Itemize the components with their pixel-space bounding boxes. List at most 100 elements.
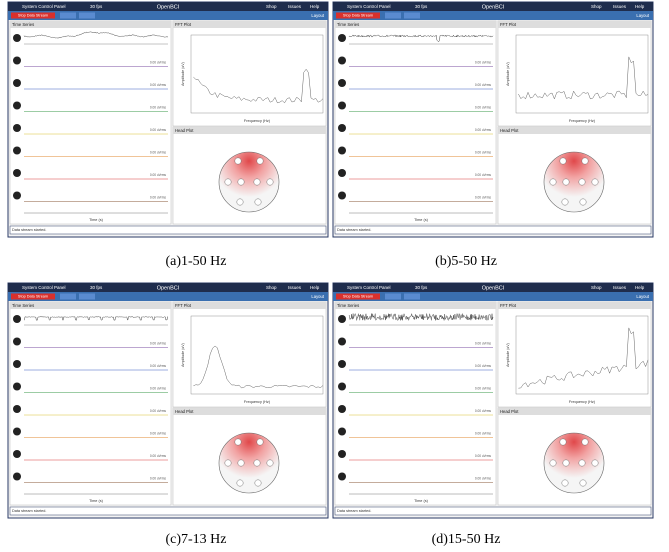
channel-button[interactable]	[338, 79, 346, 87]
control-panel-button[interactable]: System Control Panel	[22, 285, 66, 290]
widget-title[interactable]: Time Series	[12, 303, 34, 308]
widget-title[interactable]: Time Series	[12, 22, 34, 27]
rms-label: 0.00 uVrms	[475, 431, 492, 435]
menu-item[interactable]: Shop	[266, 285, 277, 290]
fps-label[interactable]: 30 fps	[90, 285, 103, 290]
rms-label: 0.00 uVrms	[150, 83, 167, 87]
toolbar-button[interactable]	[404, 12, 420, 19]
channel-button[interactable]	[338, 382, 346, 391]
electrode	[561, 479, 569, 487]
channel-button[interactable]	[13, 124, 21, 132]
widget-header	[335, 21, 496, 28]
channel-button[interactable]	[13, 427, 21, 436]
toolbar-button[interactable]	[79, 12, 95, 19]
channel-button[interactable]	[13, 56, 21, 65]
fps-label[interactable]: 30 fps	[415, 4, 428, 9]
channel-button[interactable]	[13, 315, 21, 323]
channel-button[interactable]	[13, 450, 21, 458]
widget-title[interactable]: FFT Plot	[500, 22, 517, 27]
widget-title[interactable]: Time Series	[337, 303, 359, 308]
stop-label[interactable]: Stop Data Stream	[343, 295, 373, 299]
channel-button[interactable]	[13, 472, 21, 481]
channel-button[interactable]	[13, 337, 21, 346]
channel-button[interactable]	[338, 337, 346, 346]
widget-title[interactable]: FFT Plot	[175, 22, 192, 27]
channel-button[interactable]	[338, 315, 346, 323]
logo: OpenBCI	[157, 4, 180, 10]
channel-button[interactable]	[13, 79, 21, 87]
stop-button[interactable]	[11, 293, 55, 300]
widget-title[interactable]: Head Plot	[500, 128, 519, 133]
stop-label[interactable]: Stop Data Stream	[18, 295, 48, 299]
menu-item[interactable]: Issues	[288, 4, 302, 9]
fft-panel	[497, 20, 652, 127]
widget-title[interactable]: FFT Plot	[175, 303, 192, 308]
channel-button[interactable]	[338, 124, 346, 132]
toolbar-button[interactable]	[60, 12, 76, 19]
widget-title[interactable]: FFT Plot	[500, 303, 517, 308]
menu-item[interactable]: Shop	[591, 4, 602, 9]
fps-label[interactable]: 30 fps	[90, 4, 103, 9]
toolbar-button[interactable]	[60, 293, 76, 300]
fps-label[interactable]: 30 fps	[415, 285, 428, 290]
rms-label: 0.00 uVrms	[150, 364, 167, 368]
stop-label[interactable]: Stop Data Stream	[343, 14, 373, 18]
channel-button[interactable]	[13, 101, 21, 110]
menu-item[interactable]: Issues	[288, 285, 302, 290]
channel-button[interactable]	[338, 56, 346, 65]
widget-header	[498, 21, 651, 28]
stop-label[interactable]: Stop Data Stream	[18, 14, 48, 18]
axis-title: Time (s)	[89, 499, 104, 503]
layout-button[interactable]: Layout	[311, 294, 324, 299]
layout-button[interactable]: Layout	[636, 294, 649, 299]
toolbar-button[interactable]	[385, 12, 401, 19]
stop-button[interactable]	[336, 293, 380, 300]
control-panel-button[interactable]: System Control Panel	[22, 4, 66, 9]
channel-button[interactable]	[13, 360, 21, 368]
channel-button[interactable]	[338, 191, 346, 200]
widget-title[interactable]: Head Plot	[175, 128, 194, 133]
menu-item[interactable]: Help	[310, 4, 320, 9]
channel-button[interactable]	[13, 34, 21, 42]
stop-button[interactable]	[11, 12, 55, 19]
toolbar-button[interactable]	[385, 293, 401, 300]
rms-label: 0.00 uVrms	[475, 105, 492, 109]
channel-button[interactable]	[13, 382, 21, 391]
toolbar-button[interactable]	[404, 293, 420, 300]
axis-title: Time (s)	[414, 218, 429, 222]
rms-label: 0.00 uVrms	[150, 128, 167, 132]
channel-button[interactable]	[13, 405, 21, 413]
control-panel-button[interactable]: System Control Panel	[347, 4, 391, 9]
widget-title[interactable]: Time Series	[337, 22, 359, 27]
menu-item[interactable]: Issues	[613, 4, 627, 9]
channel-button[interactable]	[338, 405, 346, 413]
menu-item[interactable]: Help	[310, 285, 320, 290]
menu-item[interactable]: Help	[635, 285, 645, 290]
channel-button[interactable]	[338, 360, 346, 368]
layout-button[interactable]: Layout	[311, 13, 324, 18]
caption: (a)1-50 Hz	[165, 254, 226, 269]
channel-button[interactable]	[338, 101, 346, 110]
electrode	[591, 178, 599, 186]
channel-button[interactable]	[338, 34, 346, 42]
stop-button[interactable]	[336, 12, 380, 19]
channel-button[interactable]	[13, 191, 21, 200]
channel-button[interactable]	[13, 146, 21, 155]
menu-item[interactable]: Shop	[591, 285, 602, 290]
channel-button[interactable]	[338, 169, 346, 177]
menu-item[interactable]: Help	[635, 4, 645, 9]
layout-button[interactable]: Layout	[636, 13, 649, 18]
menu-item[interactable]: Shop	[266, 4, 277, 9]
channel-button[interactable]	[338, 450, 346, 458]
widget-title[interactable]: Head Plot	[175, 409, 194, 414]
menu-item[interactable]: Issues	[613, 285, 627, 290]
widget-header	[498, 302, 651, 309]
electrode	[224, 178, 232, 186]
channel-button[interactable]	[338, 146, 346, 155]
channel-button[interactable]	[13, 169, 21, 177]
widget-title[interactable]: Head Plot	[500, 409, 519, 414]
toolbar-button[interactable]	[79, 293, 95, 300]
channel-button[interactable]	[338, 427, 346, 436]
control-panel-button[interactable]: System Control Panel	[347, 285, 391, 290]
channel-button[interactable]	[338, 472, 346, 481]
